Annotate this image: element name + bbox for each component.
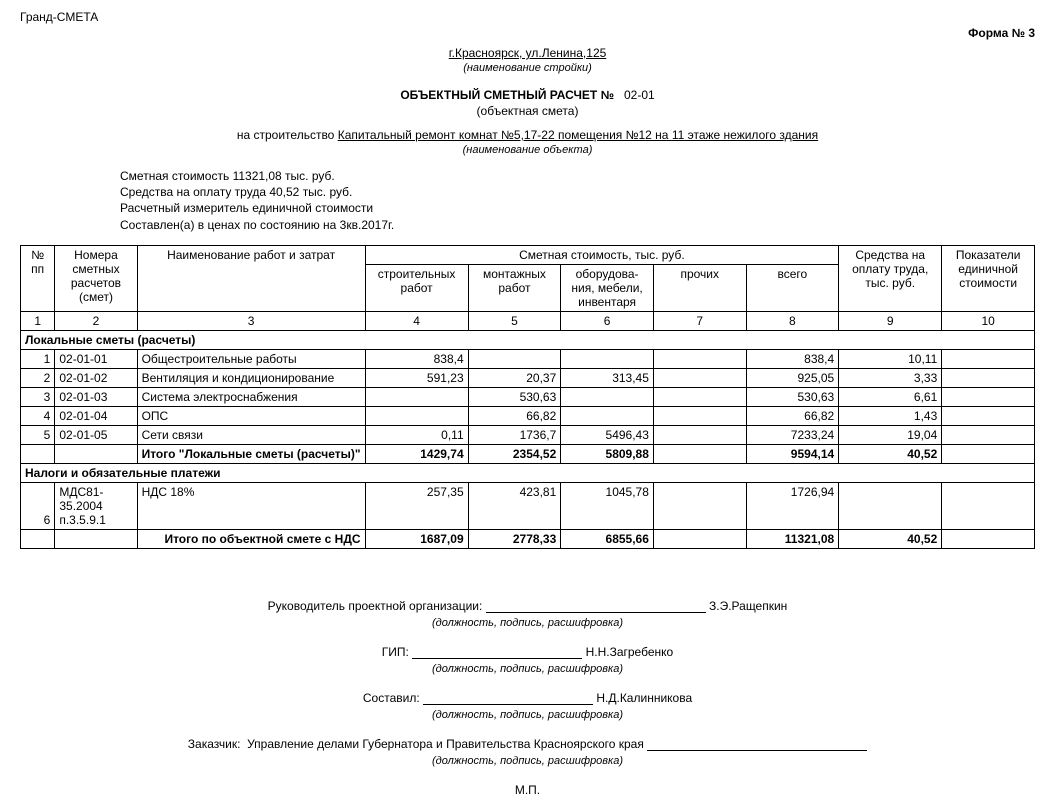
info-line: Сметная стоимость 11321,08 тыс. руб. [120,168,1035,184]
sign-line [423,692,593,705]
hn: 4 [365,311,468,330]
compiled-name: Н.Д.Калинникова [596,691,692,705]
sign-caption: (должность, подпись, расшифровка) [20,755,1035,767]
table-row: 402-01-04ОПС66,8266,821,43 [21,406,1035,425]
title-prefix: ОБЪЕКТНЫЙ СМЕТНЫЙ РАСЧЕТ № [400,88,614,102]
table-row: 6МДС81-35.2004 п.3.5.9.1НДС 18%257,35423… [21,482,1035,529]
estimate-table: № пп Номера сметных расчетов (смет) Наим… [20,245,1035,549]
hn: 3 [137,311,365,330]
th-c4: прочих [653,264,746,311]
hn: 5 [468,311,561,330]
sign-caption: (должность, подпись, расшифровка) [20,617,1035,629]
th-name: Наименование работ и затрат [137,245,365,311]
th-code: Номера сметных расчетов (смет) [55,245,137,311]
form-label: Форма № 3 [20,26,1035,40]
th-c3: оборудова- ния, мебели, инвентаря [561,264,654,311]
total-row: Итого "Локальные сметы (расчеты)"1429,74… [21,444,1035,463]
sign-caption: (должность, подпись, расшифровка) [20,709,1035,721]
hn: 10 [942,311,1035,330]
construction-caption: (наименование объекта) [20,144,1035,156]
hn: 6 [561,311,654,330]
sign-caption: (должность, подпись, расшифровка) [20,663,1035,675]
table-row: 102-01-01Общестроительные работы838,4838… [21,349,1035,368]
compiled-label: Составил: [363,691,420,705]
info-block: Сметная стоимость 11321,08 тыс. руб. Сре… [120,168,1035,233]
table-row: 202-01-02Вентиляция и кондиционирование5… [21,368,1035,387]
hn: 7 [653,311,746,330]
sign-line [412,646,582,659]
info-line: Расчетный измеритель единичной стоимости [120,200,1035,216]
signatures: Руководитель проектной организации: З.Э.… [20,599,1035,797]
title-sub: (объектная смета) [20,104,1035,118]
lead-label: Руководитель проектной организации: [268,599,483,613]
customer-name: Управление делами Губернатора и Правител… [247,737,644,751]
section-row: Налоги и обязательные платежи [21,463,1035,482]
construction-prefix: на строительство [237,128,334,142]
th-cost-group: Сметная стоимость, тыс. руб. [365,245,839,264]
table-row: 302-01-03Система электроснабжения530,635… [21,387,1035,406]
lead-name: З.Э.Ращепкин [709,599,787,613]
th-c5: всего [746,264,839,311]
hn: 2 [55,311,137,330]
th-c2: монтажных работ [468,264,561,311]
section-row: Локальные сметы (расчеты) [21,330,1035,349]
hn: 9 [839,311,942,330]
th-c1: строительных работ [365,264,468,311]
gip-name: Н.Н.Загребенко [586,645,674,659]
address: г.Красноярск, ул.Ленина,125 [449,46,607,60]
table-row: 502-01-05Сети связи0,111736,75496,437233… [21,425,1035,444]
th-funds: Средства на оплату труда, тыс. руб. [839,245,942,311]
total-row: Итого по объектной смете с НДС1687,09277… [21,529,1035,548]
gip-label: ГИП: [382,645,409,659]
construction-name: Капитальный ремонт комнат №5,17-22 помещ… [338,128,818,142]
info-line: Составлен(а) в ценах по состоянию на 3кв… [120,217,1035,233]
hn: 1 [21,311,55,330]
th-indicator: Показатели единичной стоимости [942,245,1035,311]
sign-line [486,600,706,613]
th-num: № пп [21,245,55,311]
sign-line [647,738,867,751]
app-name: Гранд-СМЕТА [20,10,1035,24]
address-caption: (наименование стройки) [20,62,1035,74]
mp: М.П. [20,783,1035,797]
info-line: Средства на оплату труда 40,52 тыс. руб. [120,184,1035,200]
hn: 8 [746,311,839,330]
customer-label: Заказчик: [188,737,241,751]
title-number: 02-01 [624,88,655,102]
